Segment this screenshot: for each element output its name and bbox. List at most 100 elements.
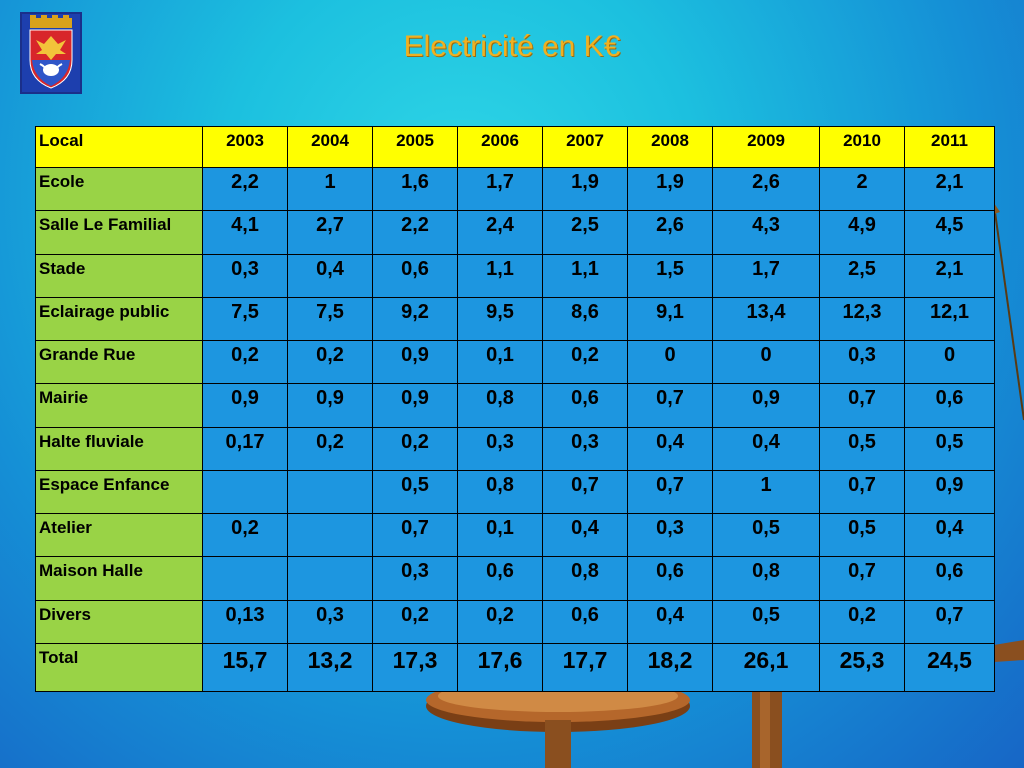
value-cell [287, 556, 373, 601]
table-row: Atelier 0,2 0,7 0,1 0,4 0,3 0,5 0,5 0,4 [35, 513, 995, 558]
value-cell: 4,9 [819, 210, 905, 255]
value-cell: 0,1 [457, 513, 543, 558]
value-cell: 0,5 [372, 469, 458, 515]
value-cell: 0,5 [819, 426, 905, 471]
row-label: Divers [35, 599, 203, 644]
value-cell: 0,7 [819, 469, 905, 515]
value-cell: 0,6 [542, 383, 628, 428]
value-cell [287, 469, 373, 515]
value-cell: 0,2 [202, 340, 288, 385]
value-cell: 0,2 [542, 340, 628, 385]
value-cell: 0,6 [372, 253, 458, 298]
value-cell: 0,8 [712, 556, 820, 601]
value-cell: 0,3 [457, 426, 543, 471]
row-label: Ecole [35, 166, 203, 212]
value-cell: 1 [712, 469, 820, 515]
value-cell: 0,9 [904, 469, 995, 515]
table-row: Stade 0,3 0,4 0,6 1,1 1,1 1,5 1,7 2,5 2,1 [35, 253, 995, 298]
value-cell: 0,7 [819, 556, 905, 601]
table-header-row: Local 2003 2004 2005 2006 2007 2008 2009 2010 201… [35, 126, 995, 168]
value-cell: 2,7 [287, 210, 373, 255]
value-cell: 15,7 [202, 642, 288, 693]
electricity-table: Local 2003 2004 2005 2006 2007 2008 2009 2010 201… [35, 126, 995, 693]
total-row: Total 15,7 13,2 17,3 17,6 17,7 18,2 26,1 25,3 24,… [35, 642, 995, 693]
value-cell: 0,9 [202, 383, 288, 428]
value-cell: 2,6 [627, 210, 713, 255]
value-cell: 0,4 [627, 599, 713, 644]
row-label: Maison Halle [35, 556, 203, 601]
row-label: Stade [35, 253, 203, 298]
value-cell: 0,4 [904, 513, 995, 558]
value-cell: 4,1 [202, 210, 288, 255]
value-cell: 12,3 [819, 296, 905, 342]
value-cell: 1,9 [542, 166, 628, 212]
value-cell: 0,7 [819, 383, 905, 428]
row-label: Grande Rue [35, 340, 203, 385]
value-cell: 0,4 [627, 426, 713, 471]
value-cell: 17,3 [372, 642, 458, 693]
value-cell: 2,1 [904, 253, 995, 298]
value-cell: 0,8 [457, 383, 543, 428]
value-cell: 0,2 [457, 599, 543, 644]
value-cell: 0,2 [287, 340, 373, 385]
table-row: Ecole 2,2 1 1,6 1,7 1,9 1,9 2,6 2 2,1 [35, 166, 995, 212]
value-cell: 13,4 [712, 296, 820, 342]
value-cell: 2,5 [819, 253, 905, 298]
value-cell: 2,6 [712, 166, 820, 212]
value-cell: 0,13 [202, 599, 288, 644]
value-cell: 0,6 [627, 556, 713, 601]
value-cell: 1 [287, 166, 373, 212]
table-row: Espace Enfance 0,5 0,8 0,7 0,7 1 0,7 0,9 [35, 469, 995, 515]
row-label: Total [35, 642, 203, 693]
row-label: Atelier [35, 513, 203, 558]
coat-of-arms-icon [20, 12, 82, 94]
value-cell: 2,5 [542, 210, 628, 255]
value-cell: 7,5 [287, 296, 373, 342]
value-cell: 9,2 [372, 296, 458, 342]
value-cell: 4,5 [904, 210, 995, 255]
value-cell: 1,6 [372, 166, 458, 212]
value-cell: 0,3 [627, 513, 713, 558]
value-cell: 0,6 [542, 599, 628, 644]
column-header-year: 2003 [202, 126, 288, 168]
row-label: Halte fluviale [35, 426, 203, 471]
value-cell: 1,1 [457, 253, 543, 298]
table-row: Halte fluviale 0,17 0,2 0,2 0,3 0,3 0,4 0,4 0,5 0… [35, 426, 995, 471]
value-cell: 0,8 [542, 556, 628, 601]
value-cell: 0,2 [372, 599, 458, 644]
value-cell: 0,8 [457, 469, 543, 515]
value-cell: 9,1 [627, 296, 713, 342]
row-label: Salle Le Familial [35, 210, 203, 255]
slide-title: Electricité en K€ [403, 30, 621, 63]
value-cell: 0,3 [372, 556, 458, 601]
column-header-year: 2007 [542, 126, 628, 168]
value-cell: 18,2 [627, 642, 713, 693]
table-row: Maison Halle 0,3 0,6 0,8 0,6 0,8 0,7 0,6 [35, 556, 995, 601]
value-cell: 0,7 [542, 469, 628, 515]
value-cell [202, 556, 288, 601]
value-cell: 0,2 [819, 599, 905, 644]
value-cell: 9,5 [457, 296, 543, 342]
value-cell: 0,6 [904, 556, 995, 601]
table-row: Mairie 0,9 0,9 0,9 0,8 0,6 0,7 0,9 0,7 0,6 [35, 383, 995, 428]
value-cell: 2,4 [457, 210, 543, 255]
table-row: Eclairage public 7,5 7,5 9,2 9,5 8,6 9,1 13,4 12… [35, 296, 995, 342]
column-header-year: 2005 [372, 126, 458, 168]
value-cell: 0,7 [627, 469, 713, 515]
value-cell: 1,1 [542, 253, 628, 298]
column-header-year: 2011 [904, 126, 995, 168]
column-header-year: 2009 [712, 126, 820, 168]
value-cell: 17,7 [542, 642, 628, 693]
value-cell: 1,5 [627, 253, 713, 298]
value-cell: 0,6 [904, 383, 995, 428]
value-cell: 0,9 [372, 383, 458, 428]
value-cell: 0,3 [287, 599, 373, 644]
column-header-year: 2010 [819, 126, 905, 168]
value-cell: 1,7 [712, 253, 820, 298]
value-cell: 0,3 [542, 426, 628, 471]
table-row: Grande Rue 0,2 0,2 0,9 0,1 0,2 0 0 0,3 0 [35, 340, 995, 385]
value-cell: 4,3 [712, 210, 820, 255]
value-cell: 0 [712, 340, 820, 385]
value-cell: 0,17 [202, 426, 288, 471]
value-cell: 0,3 [202, 253, 288, 298]
